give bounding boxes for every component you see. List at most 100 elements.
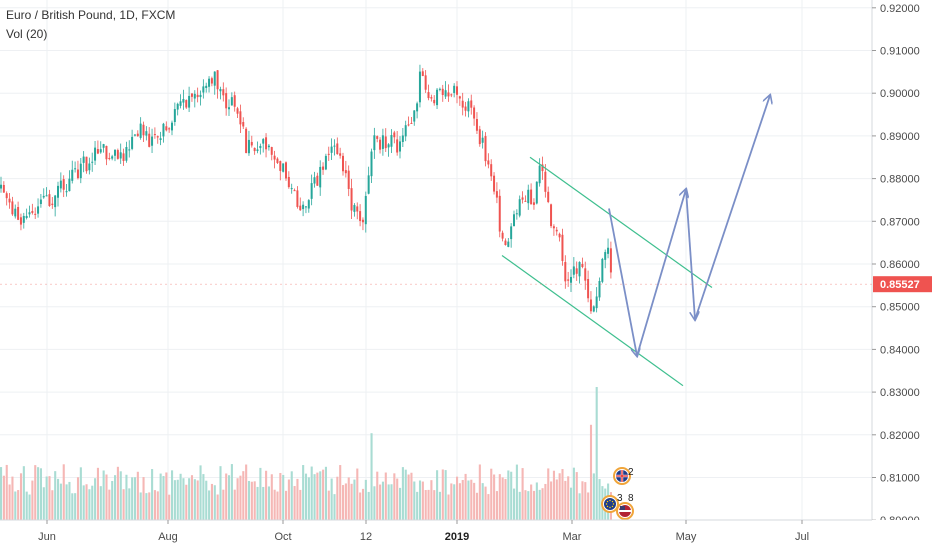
volume-bar [145, 493, 148, 520]
candle-body [322, 166, 325, 170]
volume-bar [8, 484, 11, 520]
symbol-title[interactable]: Euro / British Pound, 1D, FXCM [6, 8, 176, 22]
volume-bar [524, 490, 527, 520]
candle-body [156, 136, 159, 138]
candle-body [31, 211, 34, 213]
volume-bar [575, 472, 578, 520]
volume-bar [193, 479, 196, 520]
candlestick-series [0, 64, 612, 314]
candle-body [290, 188, 293, 190]
time-tick-label: Jul [795, 531, 809, 543]
volume-bar [467, 480, 470, 520]
candle-body [94, 147, 97, 161]
channel-line [529, 156, 713, 288]
volume-bar [233, 489, 236, 520]
volume-bar [513, 488, 516, 520]
trend-drawings[interactable] [501, 95, 770, 387]
candle-body [364, 195, 367, 225]
volume-bar [336, 476, 339, 520]
candle-body [609, 248, 612, 273]
candle-body [279, 161, 282, 171]
economic-events[interactable]: 2 3 8 [601, 467, 634, 520]
volume-bar [316, 472, 319, 520]
candle-body [253, 147, 256, 152]
volume-bar [550, 481, 553, 520]
candle-body [233, 95, 236, 107]
volume-bar [28, 494, 31, 520]
volume-bar [279, 472, 282, 520]
volume-bar [430, 480, 433, 520]
candle-body [475, 119, 478, 131]
candle-body [578, 262, 581, 277]
candle-body [413, 110, 416, 122]
volume-bar [236, 478, 239, 520]
candle-body [116, 150, 119, 159]
volume-bar [5, 464, 8, 520]
candle-body [518, 199, 521, 216]
candle-body [350, 188, 353, 211]
event-badge-usd[interactable]: 8 [616, 493, 634, 520]
candle-body [285, 162, 287, 179]
candle-body [342, 155, 344, 172]
candle-body [2, 184, 5, 193]
candle-body [182, 99, 185, 103]
candle-body [310, 183, 313, 199]
us-flag-icon [620, 506, 625, 510]
volume-bar [552, 470, 555, 520]
candle-body [188, 95, 191, 108]
volume-bar [108, 489, 111, 520]
time-axis[interactable]: Jun Aug Oct 12 2019 Mar May Jul [0, 519, 932, 550]
eu-flag-icon [604, 498, 616, 510]
volume-bar [344, 483, 347, 520]
candle-body [176, 103, 179, 110]
candle-body [458, 96, 461, 99]
candle-body [421, 71, 424, 77]
candle-body [444, 90, 447, 97]
candle-body [265, 137, 268, 150]
candle-body [513, 214, 515, 227]
candle-body [267, 145, 270, 148]
volume-bar [296, 478, 299, 520]
candle-body [424, 75, 427, 90]
candle-body [28, 212, 31, 215]
volume-bar [578, 493, 581, 520]
candle-body [501, 232, 504, 239]
candle-body [441, 88, 444, 95]
candle-body [302, 204, 305, 210]
candle-body [51, 203, 54, 205]
volume-bar [253, 481, 256, 520]
volume-indicator-label[interactable]: Vol (20) [6, 27, 48, 41]
candle-body [228, 107, 230, 110]
volume-bar [173, 480, 176, 520]
volume-bar [436, 470, 439, 520]
volume-bar [299, 489, 302, 520]
candle-body [179, 101, 182, 106]
volume-bar [407, 474, 410, 520]
projection-arrow [636, 189, 686, 357]
candle-body [433, 99, 436, 104]
volume-bar [17, 490, 20, 520]
candle-body [535, 181, 538, 204]
volume-bar [151, 469, 154, 520]
candle-body [330, 146, 333, 153]
volume-bar [122, 489, 125, 520]
volume-bar [481, 483, 484, 520]
volume-bar [441, 469, 444, 520]
volume-bar [450, 483, 453, 520]
event-badge-gbp[interactable]: 2 [613, 467, 634, 485]
candle-body [607, 247, 610, 254]
volume-bar [399, 487, 402, 520]
event-badge-eur[interactable]: 3 [601, 493, 623, 513]
volume-bar [595, 387, 598, 520]
volume-bar [327, 490, 330, 520]
candle-body [470, 100, 473, 108]
volume-bar [319, 471, 322, 520]
volume-bar [589, 424, 593, 520]
candle-body [361, 219, 364, 223]
price-tick-label: 0.85000 [880, 302, 920, 314]
candle-body [11, 201, 14, 215]
candle-body [48, 194, 51, 206]
volume-bar [507, 470, 510, 520]
